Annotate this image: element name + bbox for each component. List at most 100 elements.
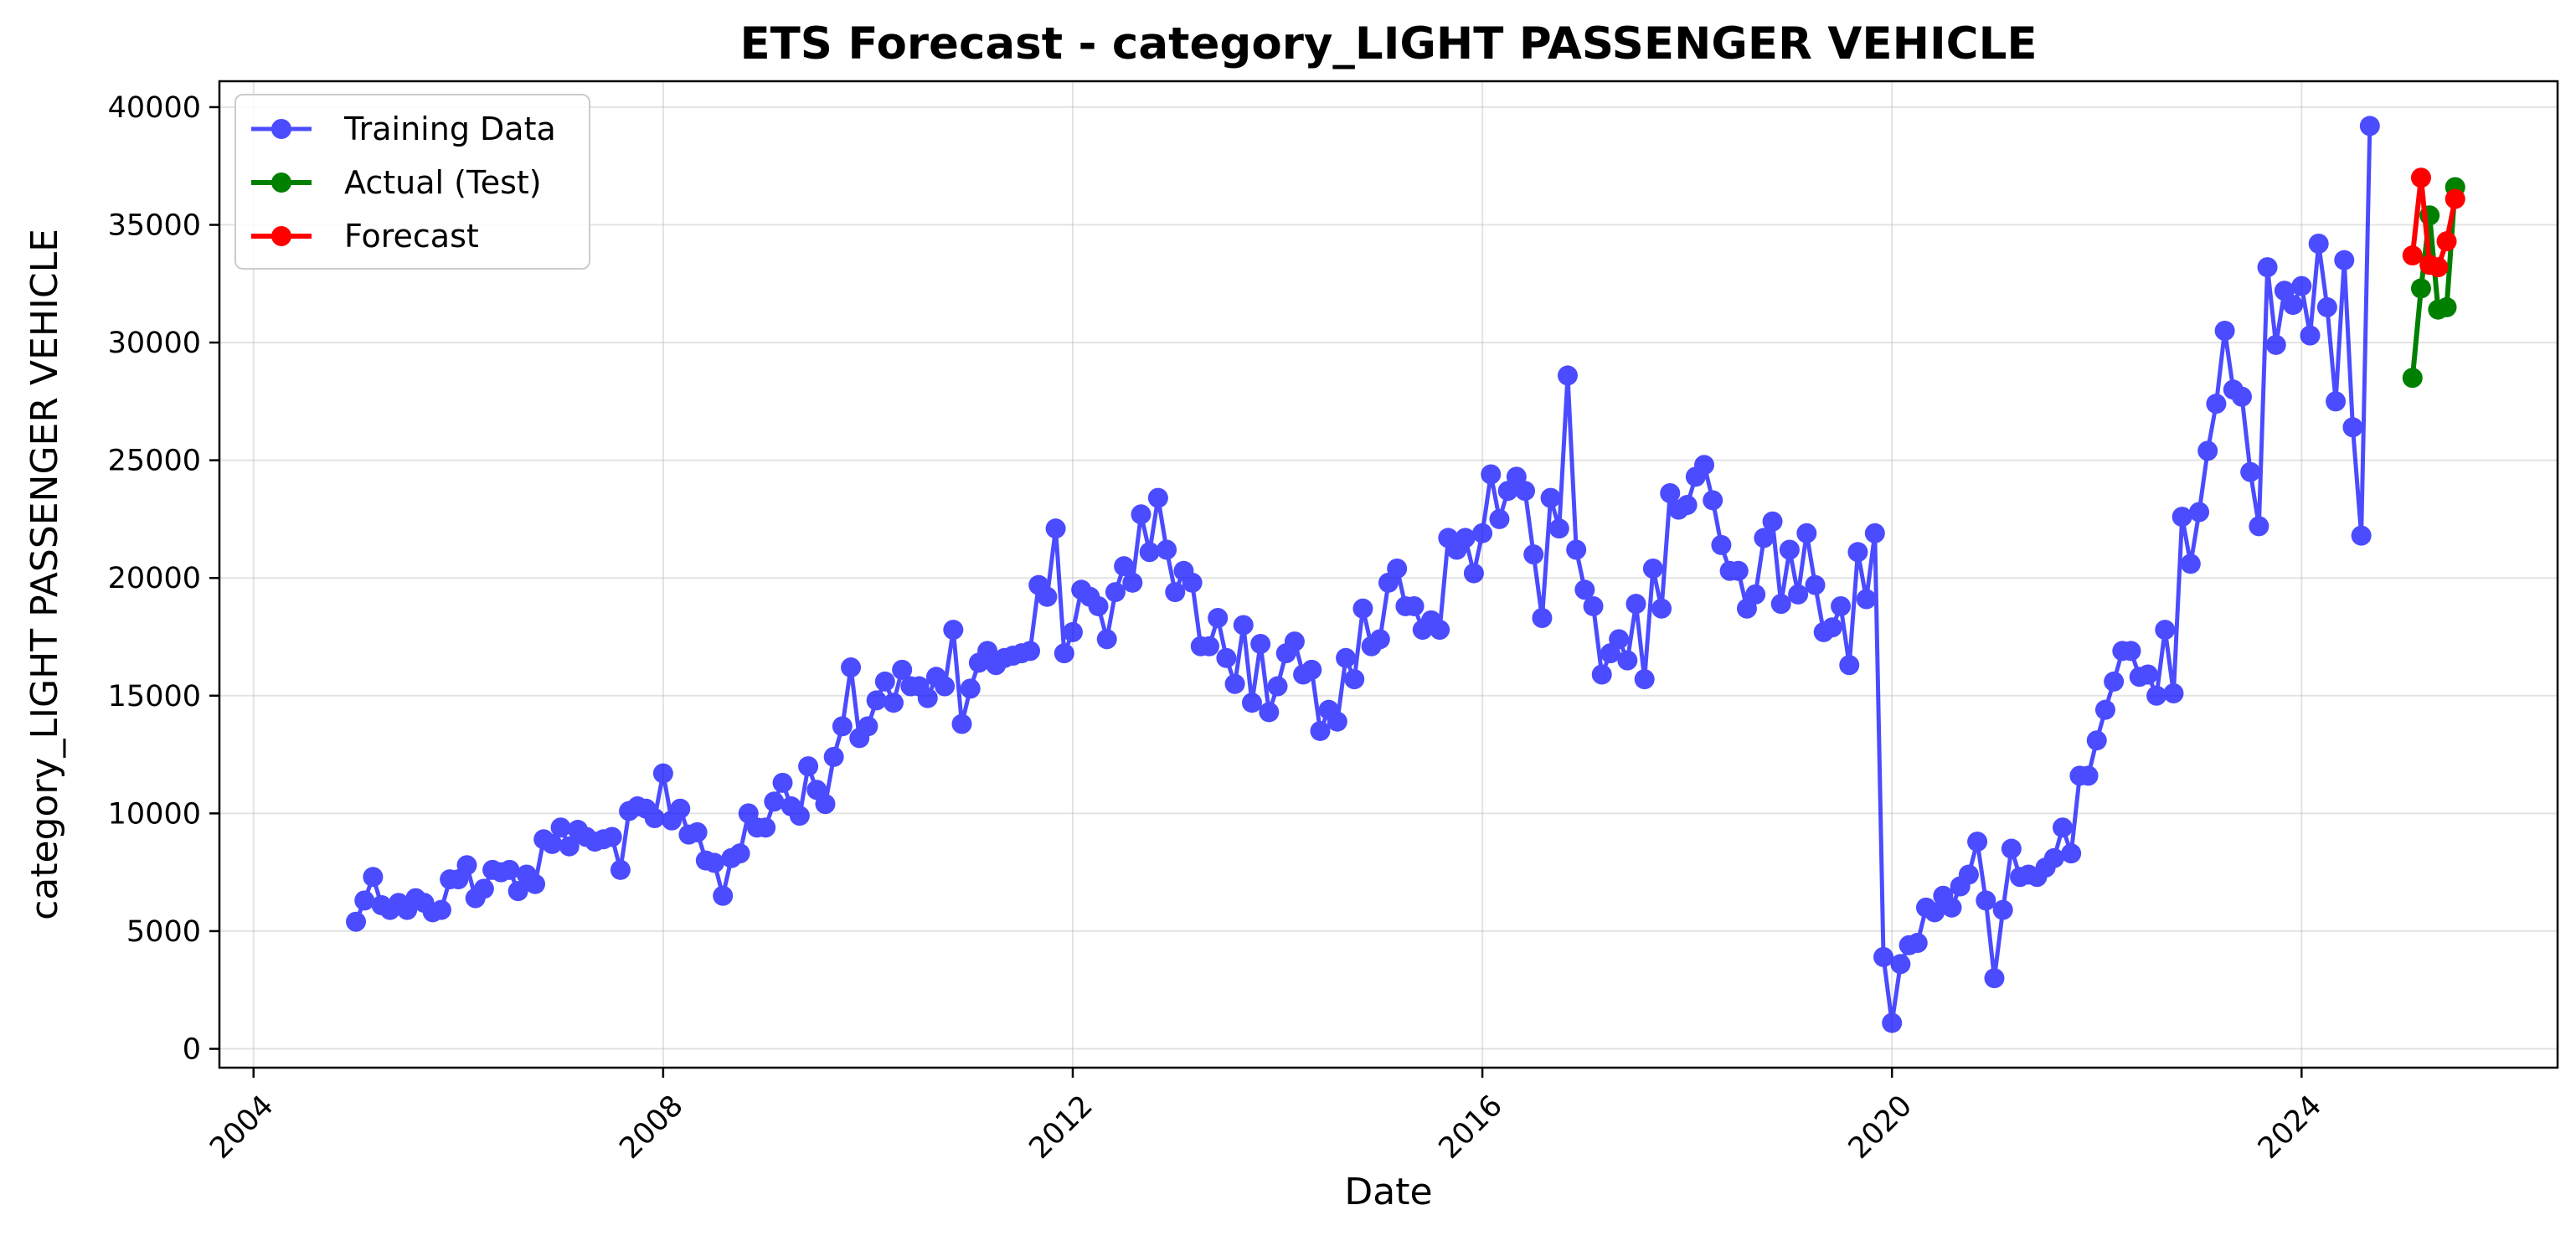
data-point <box>892 659 913 680</box>
data-point <box>1472 523 1493 543</box>
data-point <box>789 806 810 826</box>
data-point <box>1694 455 1715 476</box>
legend-marker <box>271 226 291 246</box>
data-point <box>1105 582 1126 603</box>
data-point <box>2428 257 2449 278</box>
legend-entry <box>251 119 312 139</box>
data-point <box>1515 481 1536 502</box>
data-point <box>1250 633 1271 654</box>
data-point <box>1609 629 1630 650</box>
legend-label: Forecast <box>344 218 479 255</box>
y-tick-label: 5000 <box>126 915 201 949</box>
data-point <box>1770 594 1791 615</box>
data-point <box>1344 669 1365 690</box>
data-point <box>1062 621 1083 642</box>
y-tick-label: 20000 <box>108 562 201 595</box>
data-point <box>2410 167 2431 188</box>
data-point <box>1336 647 1357 668</box>
legend-marker <box>271 173 291 193</box>
data-point <box>1284 631 1305 652</box>
data-point <box>1839 655 1860 676</box>
data-point <box>354 890 375 911</box>
data-point <box>1847 542 1868 563</box>
data-point <box>2078 765 2099 786</box>
data-point <box>2326 391 2347 412</box>
data-point <box>1873 946 1894 967</box>
data-point <box>1532 608 1553 629</box>
data-point <box>1976 890 1996 911</box>
data-point <box>652 763 673 784</box>
y-tick-label: 40000 <box>108 91 201 125</box>
data-point <box>1430 620 1450 641</box>
data-point <box>1157 539 1177 560</box>
data-point <box>1165 582 1186 603</box>
data-point <box>704 852 725 873</box>
data-point <box>1489 508 1510 529</box>
data-point <box>2445 188 2465 209</box>
data-point <box>2231 386 2252 407</box>
data-point <box>1924 902 1945 923</box>
data-point <box>832 716 853 737</box>
data-point <box>866 690 887 711</box>
x-axis-label: Date <box>1344 1171 1432 1213</box>
data-point <box>1122 572 1143 593</box>
data-point <box>644 807 665 828</box>
series-layer <box>346 116 2465 1033</box>
data-point <box>1352 598 1373 619</box>
data-point <box>1805 574 1826 595</box>
data-point <box>1267 676 1288 697</box>
data-point <box>1114 556 1135 577</box>
data-point <box>729 843 750 864</box>
data-point <box>2402 245 2423 266</box>
data-point <box>2316 296 2337 317</box>
data-point <box>823 746 844 767</box>
legend-label: Actual (Test) <box>344 164 542 201</box>
data-point <box>1233 615 1254 636</box>
data-point <box>1745 584 1766 605</box>
data-point <box>2189 502 2210 523</box>
data-point <box>1054 643 1074 664</box>
data-point <box>2163 682 2184 703</box>
data-point <box>1557 365 1578 386</box>
data-point <box>960 678 981 699</box>
data-point <box>1958 864 1979 885</box>
data-point <box>1259 702 1280 723</box>
data-point <box>363 867 384 888</box>
data-point <box>1941 897 1962 918</box>
data-point <box>1455 528 1476 548</box>
chart-title: ETS Forecast - category_LIGHT PASSENGER … <box>739 18 2037 70</box>
data-point <box>346 911 367 932</box>
data-point <box>798 756 819 777</box>
data-point <box>1139 542 1160 563</box>
data-point <box>542 833 563 854</box>
data-point <box>1583 595 1604 616</box>
data-point <box>1481 464 1502 485</box>
data-point <box>1369 629 1390 650</box>
data-point <box>601 826 622 847</box>
data-point <box>2061 843 2082 864</box>
data-point <box>1147 487 1168 508</box>
data-point <box>687 821 708 842</box>
data-point <box>1566 539 1587 560</box>
data-point <box>1096 629 1117 650</box>
data-point <box>2249 516 2269 537</box>
data-point <box>1224 673 1245 694</box>
data-point <box>2410 278 2431 299</box>
data-point <box>2265 334 2286 355</box>
legend-label: Training Data <box>343 111 556 147</box>
data-point <box>1992 899 2013 920</box>
data-point <box>713 885 734 906</box>
data-point <box>1523 544 1544 565</box>
data-point <box>2308 233 2329 254</box>
data-point <box>2197 440 2218 461</box>
data-point <box>1754 528 1775 548</box>
data-point <box>943 620 964 641</box>
data-point <box>2436 296 2457 317</box>
data-point <box>2257 257 2278 278</box>
data-point <box>1216 647 1237 668</box>
data-point <box>2137 664 2158 685</box>
data-point <box>1463 563 1484 584</box>
data-point <box>1907 932 1928 953</box>
data-point <box>1634 669 1655 690</box>
